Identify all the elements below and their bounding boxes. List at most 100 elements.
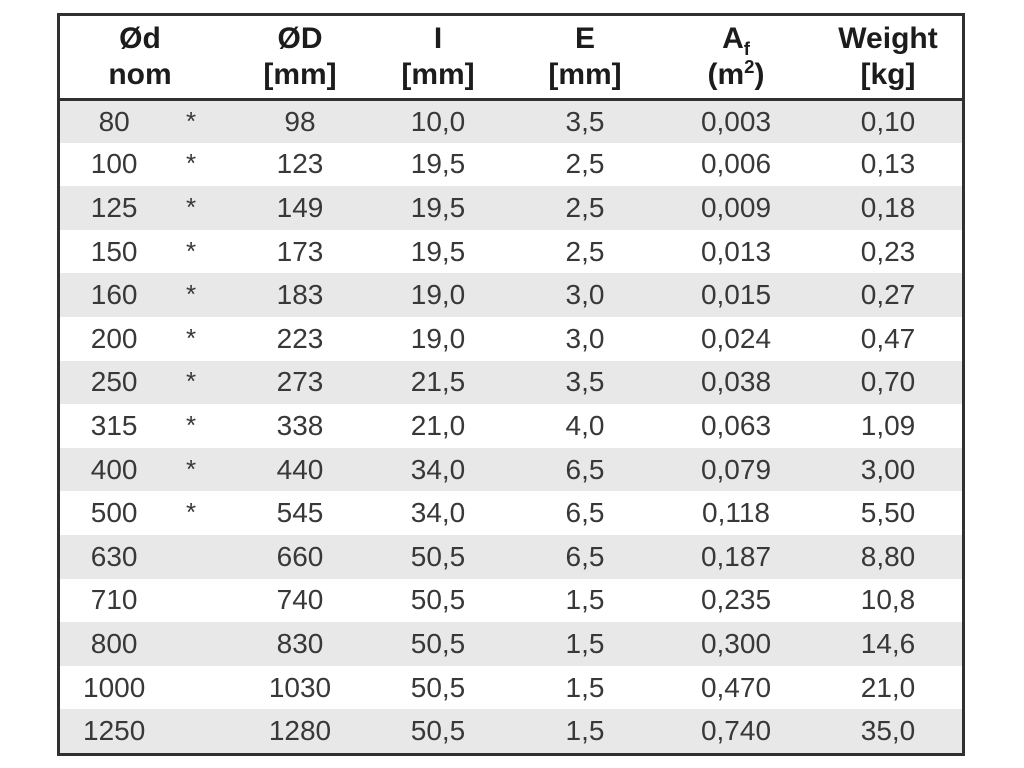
cell-weight: 0,18 xyxy=(860,191,916,223)
table-row: 630 660 50,5 6,5 0,187 8,80 xyxy=(60,534,962,579)
cell-e: 1,5 xyxy=(565,584,605,616)
cell-insertion-length: 21,5 xyxy=(410,366,466,398)
cell-od-nom: 80 * xyxy=(60,99,250,143)
cell-outer-diameter: 338 xyxy=(276,409,324,441)
dimension-table: Ød nom ØD [mm] I [mm] E [mm] Af (m2) xyxy=(60,16,962,753)
cell-weight: 0,10 xyxy=(860,105,916,137)
star-marker: * xyxy=(186,497,197,528)
od-nom-value: 1000 xyxy=(83,671,146,703)
cell-weight: 14,6 xyxy=(860,627,916,659)
af-symbol: A xyxy=(722,21,744,55)
af-unit-pre: (m xyxy=(707,57,745,91)
cell-od-nom: 100 * xyxy=(60,143,250,187)
header-line: (m2) xyxy=(644,57,828,93)
cell-od-nom: 315 * xyxy=(60,404,250,448)
cell-od-nom: 500 * xyxy=(60,491,250,535)
cell-weight: 0,27 xyxy=(860,279,916,311)
cell-insertion-length: 34,0 xyxy=(410,453,466,485)
cell-insertion-length: 34,0 xyxy=(410,497,466,529)
af-unit-post: ) xyxy=(754,57,765,91)
cell-insertion-length: 10,0 xyxy=(410,105,466,137)
header-line: E xyxy=(574,21,595,55)
cell-insertion-length: 19,5 xyxy=(410,191,466,223)
cell-e: 3,5 xyxy=(565,366,605,398)
od-nom-value: 80 xyxy=(98,105,130,137)
cell-weight: 0,47 xyxy=(860,322,916,354)
star-marker: * xyxy=(186,366,197,397)
cell-insertion-length: 50,5 xyxy=(410,671,466,703)
cell-weight: 3,00 xyxy=(860,453,916,485)
star-marker xyxy=(168,715,214,747)
table-row: 710 740 50,5 1,5 0,235 10,8 xyxy=(60,578,962,623)
col-header-od-nom: Ød nom xyxy=(60,16,250,101)
cell-od-nom: 150 * xyxy=(60,230,250,274)
cell-insertion-length: 50,5 xyxy=(410,540,466,572)
cell-outer-diameter: 149 xyxy=(276,191,324,223)
cell-weight: 5,50 xyxy=(860,497,916,529)
cell-od-nom: 160 * xyxy=(60,273,250,317)
cell-af-area: 0,038 xyxy=(700,366,772,398)
cell-af-area: 0,118 xyxy=(702,497,770,529)
cell-af-area: 0,740 xyxy=(700,715,772,747)
cell-e: 3,0 xyxy=(565,279,605,311)
header-line: nom xyxy=(108,57,172,91)
od-nom-value: 400 xyxy=(90,453,138,485)
table-row: 800 830 50,5 1,5 0,300 14,6 xyxy=(60,622,962,666)
cell-od-nom: 250 * xyxy=(60,361,250,405)
cell-insertion-length: 50,5 xyxy=(410,627,466,659)
table-row: 500 * 545 34,0 6,5 0,118 5,50 xyxy=(60,491,962,535)
table-row: 160 * 183 19,0 3,0 0,015 0,27 xyxy=(60,273,962,317)
cell-od-nom: 710 xyxy=(60,579,250,623)
table-row: 100 * 123 19,5 2,5 0,006 0,13 xyxy=(60,142,962,187)
od-nom-value: 100 xyxy=(90,148,138,180)
star-marker: * xyxy=(186,148,197,179)
header-line: Weight xyxy=(838,21,938,55)
cell-af-area: 0,470 xyxy=(700,671,772,703)
header-line: ØD xyxy=(277,21,323,55)
cell-af-area: 0,006 xyxy=(700,148,772,180)
star-marker xyxy=(168,672,214,704)
od-nom-value: 315 xyxy=(90,409,138,441)
cell-weight: 21,0 xyxy=(860,671,916,703)
cell-insertion-length: 19,5 xyxy=(410,235,466,267)
star-marker: * xyxy=(186,235,197,266)
cell-weight: 0,13 xyxy=(860,148,916,180)
cell-e: 1,5 xyxy=(565,671,605,703)
cell-outer-diameter: 830 xyxy=(276,627,324,659)
table-row: 1000 1030 50,5 1,5 0,470 21,0 xyxy=(60,665,962,710)
cell-af-area: 0,024 xyxy=(700,322,772,354)
cell-outer-diameter: 223 xyxy=(276,322,324,354)
cell-outer-diameter: 740 xyxy=(276,584,324,616)
table-row: 200 * 223 19,0 3,0 0,024 0,47 xyxy=(60,316,962,361)
cell-od-nom: 800 xyxy=(60,622,250,666)
cell-insertion-length: 50,5 xyxy=(410,715,466,747)
cell-af-area: 0,015 xyxy=(700,279,772,311)
od-nom-value: 630 xyxy=(90,540,138,572)
table-body: 80 * 98 10,0 3,5 0,003 0,10 100 * 123 19,5 2,5 0,006… xyxy=(60,99,962,753)
cell-e: 4,0 xyxy=(565,409,605,441)
star-marker: * xyxy=(186,409,197,440)
cell-outer-diameter: 660 xyxy=(276,540,324,572)
cell-outer-diameter: 1030 xyxy=(268,671,332,703)
cell-af-area: 0,235 xyxy=(700,584,772,616)
cell-od-nom: 630 xyxy=(60,535,250,579)
cell-outer-diameter: 173 xyxy=(276,235,324,267)
star-marker: * xyxy=(186,322,197,353)
cell-af-area: 0,300 xyxy=(700,627,772,659)
od-nom-value: 710 xyxy=(90,584,138,616)
cell-e: 2,5 xyxy=(565,191,605,223)
od-nom-value: 500 xyxy=(90,497,138,529)
table-row: 150 * 173 19,5 2,5 0,013 0,23 xyxy=(60,229,962,274)
star-marker xyxy=(168,628,214,660)
header-row: Ød nom ØD [mm] I [mm] E [mm] Af (m2) xyxy=(60,16,962,101)
cell-outer-diameter: 273 xyxy=(276,366,324,398)
cell-af-area: 0,187 xyxy=(700,540,772,572)
cell-e: 6,5 xyxy=(565,453,605,485)
cell-af-area: 0,009 xyxy=(700,191,772,223)
cell-weight: 0,23 xyxy=(860,235,916,267)
od-nom-value: 125 xyxy=(90,191,138,223)
star-marker xyxy=(168,541,214,573)
col-header-weight: Weight [kg] xyxy=(828,16,962,101)
cell-af-area: 0,063 xyxy=(700,409,772,441)
table-row: 125 * 149 19,5 2,5 0,009 0,18 xyxy=(60,186,962,230)
